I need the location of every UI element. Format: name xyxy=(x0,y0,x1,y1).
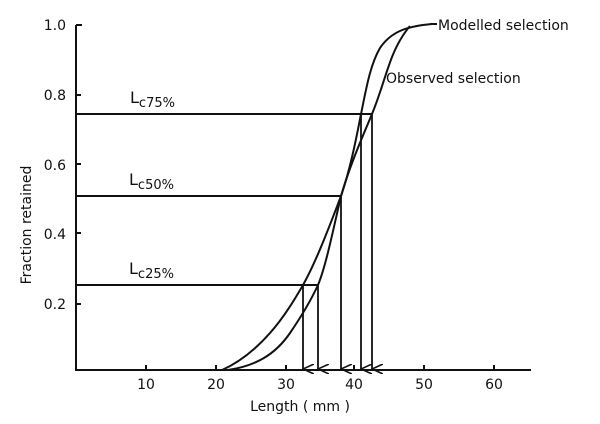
x-tick-labels: 10 20 30 40 50 60 xyxy=(137,377,503,393)
observed-selection-label: Observed selection xyxy=(386,71,521,87)
y-tick-label: 0.4 xyxy=(44,227,66,243)
drop-arrows xyxy=(303,114,372,369)
lc25-label: Lc25% xyxy=(129,259,174,282)
x-tick-label: 50 xyxy=(415,377,433,393)
x-tick-label: 30 xyxy=(277,377,295,393)
observed-selection-curve xyxy=(227,25,411,371)
lc-labels: Lc75% Lc50% Lc25% xyxy=(129,88,175,282)
y-tick-label: 0.8 xyxy=(44,88,66,104)
x-tick-label: 60 xyxy=(485,377,503,393)
x-tick-label: 40 xyxy=(345,377,363,393)
lc50-label: Lc50% xyxy=(129,170,174,193)
lc75-label: Lc75% xyxy=(130,88,175,111)
x-tick-label: 10 xyxy=(137,377,155,393)
y-tick-labels: 1.0 0.8 0.6 0.4 0.2 xyxy=(44,18,66,313)
reference-lines xyxy=(76,113,372,286)
curves xyxy=(221,23,437,371)
y-axis-title: Fraction retained xyxy=(19,166,35,285)
modelled-selection-label: Modelled selection xyxy=(438,18,569,34)
x-axis-title: Length ( mm ) xyxy=(250,399,350,415)
y-tick-label: 0.6 xyxy=(44,158,66,174)
y-tick-label: 0.2 xyxy=(44,297,66,313)
y-tick-label: 1.0 xyxy=(44,18,66,34)
x-tick-label: 20 xyxy=(207,377,225,393)
